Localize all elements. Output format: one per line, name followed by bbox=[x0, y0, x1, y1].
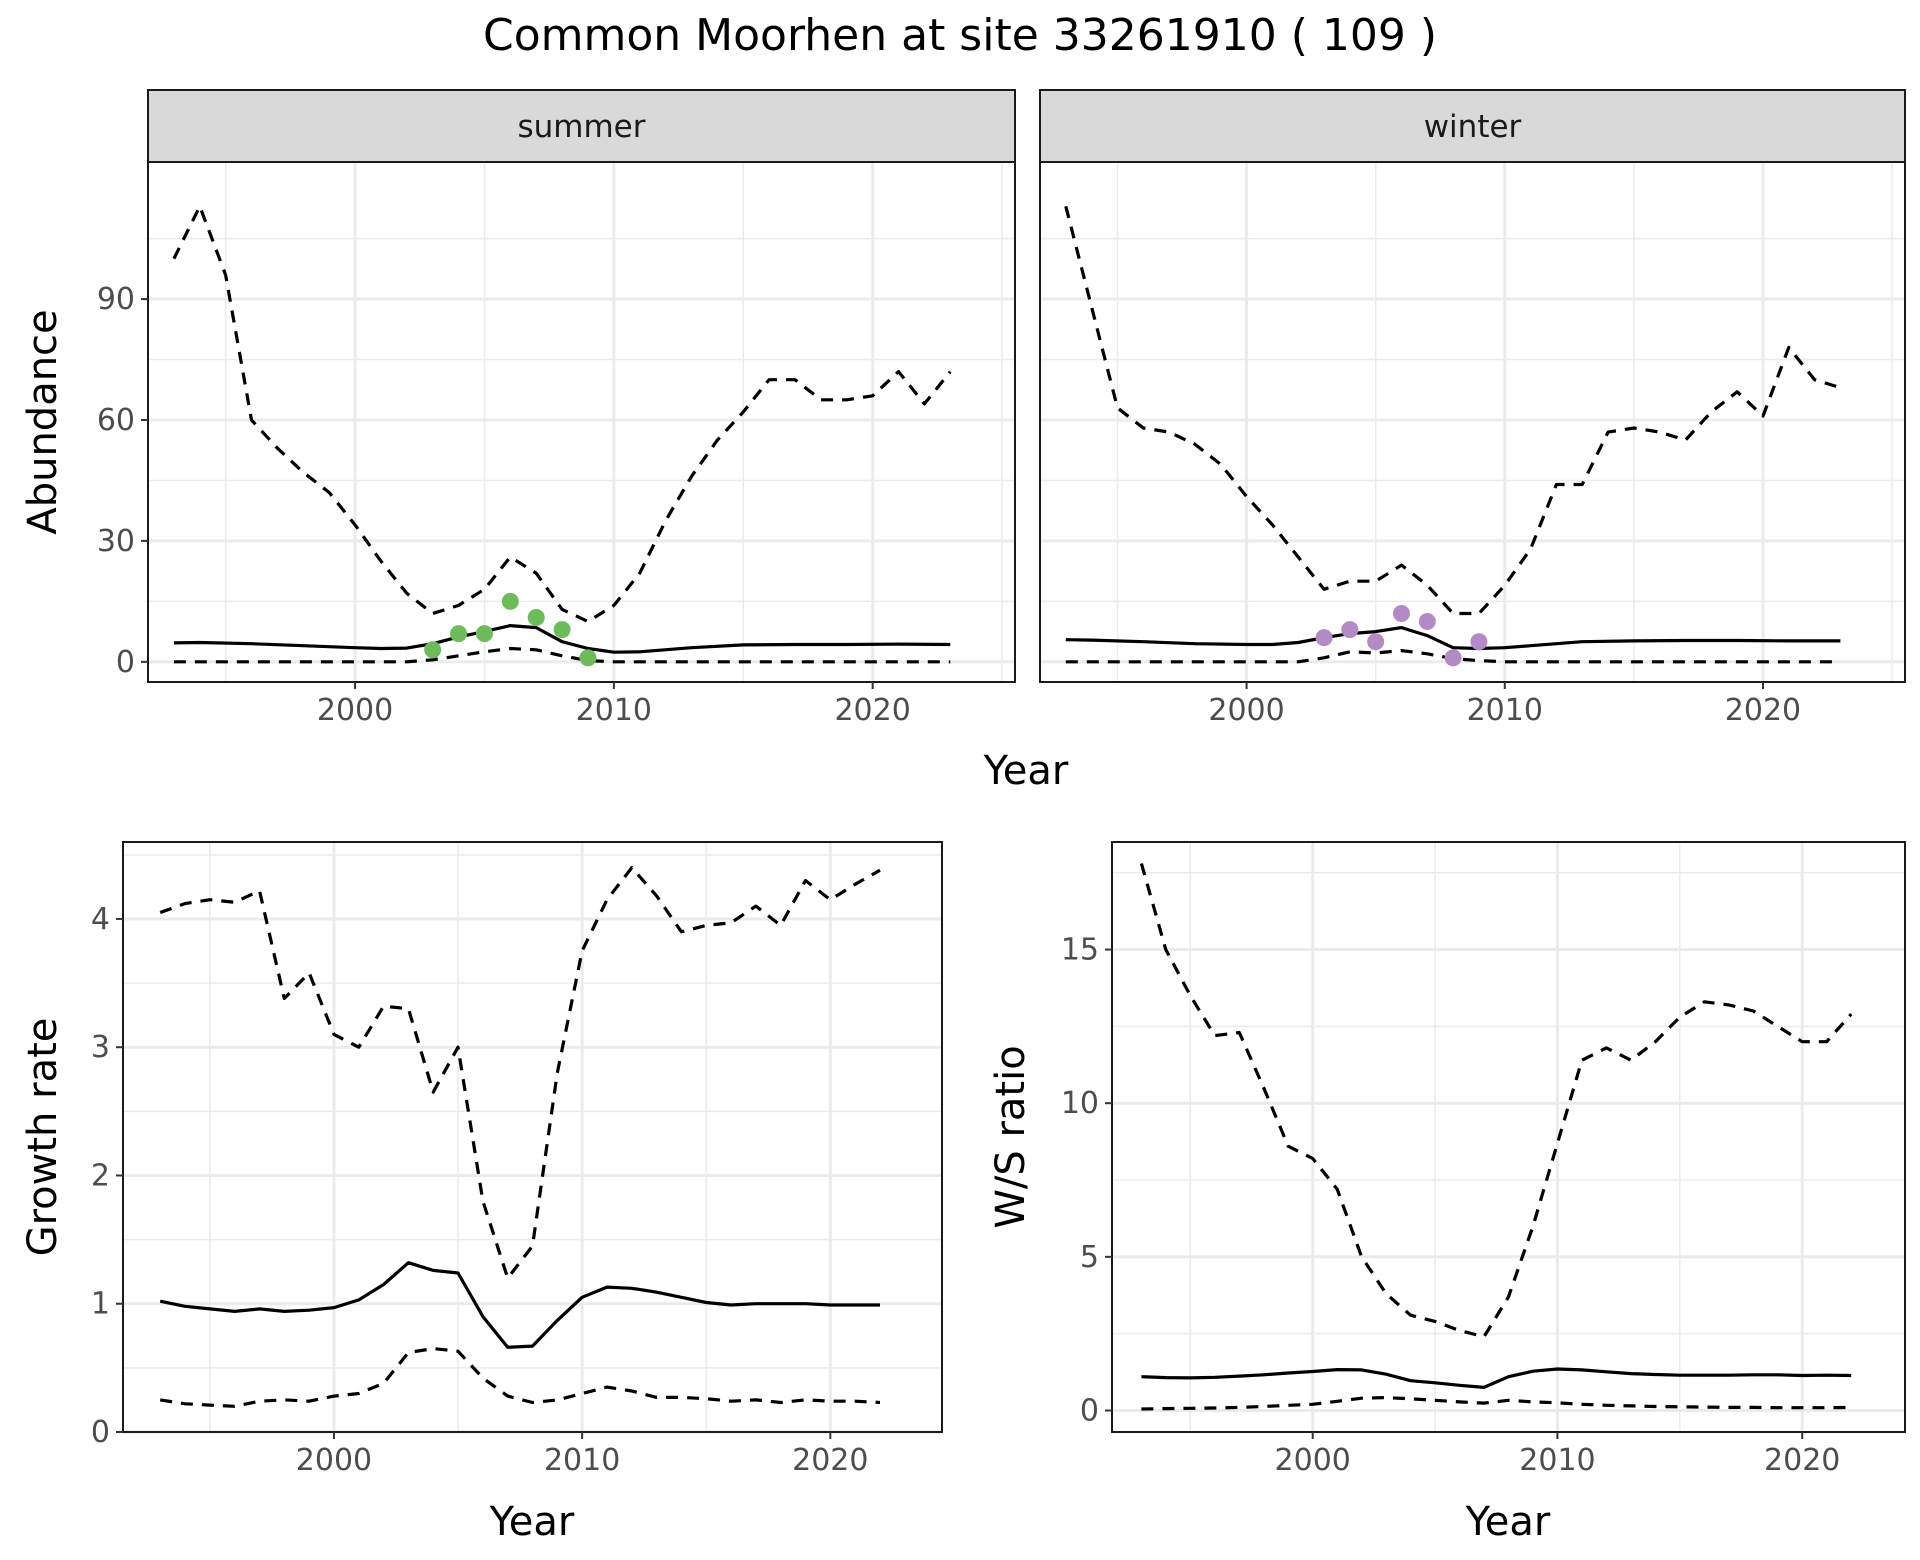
x-tick-label: 2010 bbox=[544, 1443, 620, 1478]
series-line-estimate bbox=[1141, 1367, 1852, 1390]
ws-ratio-panel: 2000 2010 2020 0 5 10 15 bbox=[1061, 841, 1906, 1478]
x-tick-label: 2020 bbox=[1725, 693, 1801, 728]
y-tick-label: 3 bbox=[91, 1030, 110, 1065]
x-tick-label: 2010 bbox=[1467, 693, 1543, 728]
panel-border bbox=[1111, 841, 1906, 1433]
x-tick-label: 2020 bbox=[834, 693, 910, 728]
series-line-lower bbox=[1141, 1395, 1852, 1411]
y-tick-label: 5 bbox=[1080, 1240, 1099, 1275]
y-tick-label: 30 bbox=[97, 524, 135, 559]
data-point bbox=[527, 609, 545, 627]
y-tick-label: 90 bbox=[97, 282, 135, 317]
x-tick-label: 2010 bbox=[576, 693, 652, 728]
y-tick-label: 4 bbox=[91, 902, 110, 937]
data-point bbox=[579, 649, 597, 667]
x-tick-label: 2020 bbox=[792, 1443, 868, 1478]
chart-title: Common Moorhen at site 33261910 ( 109 ) bbox=[483, 10, 1437, 61]
y-axis-title: Growth rate bbox=[20, 1018, 66, 1257]
x-tick-label: 2010 bbox=[1519, 1443, 1595, 1478]
series-line-upper bbox=[1064, 205, 1841, 616]
x-tick-label: 2000 bbox=[1275, 1443, 1351, 1478]
series-line-upper bbox=[172, 204, 952, 624]
series-line-estimate bbox=[159, 1261, 880, 1349]
x-axis-title: Year bbox=[983, 748, 1069, 794]
panel-border bbox=[147, 161, 1016, 683]
panel-border bbox=[122, 841, 943, 1433]
series-line-lower bbox=[173, 646, 951, 664]
y-tick-label: 2 bbox=[91, 1158, 110, 1193]
x-axis-title: Year bbox=[489, 1499, 575, 1545]
data-point bbox=[450, 625, 468, 643]
y-tick-label: 10 bbox=[1061, 1086, 1099, 1121]
y-axis-title: W/S ratio bbox=[988, 1045, 1034, 1228]
y-tick-label: 0 bbox=[91, 1415, 110, 1450]
x-tick-label: 2000 bbox=[296, 1443, 372, 1478]
growth-rate-panel: 2000 2010 2020 0 1 2 3 4 bbox=[91, 841, 943, 1478]
gridlines bbox=[1040, 162, 1905, 682]
series-line-estimate bbox=[173, 623, 951, 654]
data-point bbox=[1392, 604, 1410, 622]
data-point bbox=[475, 625, 493, 643]
data-point bbox=[1444, 649, 1462, 667]
data-point bbox=[1418, 613, 1436, 631]
y-axis-title: Abundance bbox=[20, 309, 66, 534]
y-tick-label: 0 bbox=[1080, 1393, 1099, 1428]
gridlines bbox=[148, 162, 1015, 682]
abundance-panel-winter: 2000 2010 2020 bbox=[1039, 161, 1906, 728]
y-tick-label: 0 bbox=[116, 645, 135, 680]
series-line-upper bbox=[1139, 863, 1853, 1339]
y-tick-label: 15 bbox=[1061, 933, 1099, 968]
data-point bbox=[1341, 621, 1359, 639]
y-tick-label: 1 bbox=[91, 1287, 110, 1322]
data-point bbox=[1470, 633, 1488, 651]
data-point bbox=[501, 592, 519, 610]
series-line-lower bbox=[1065, 648, 1841, 664]
gridlines bbox=[123, 842, 942, 1434]
facet-strip-label: winter bbox=[1424, 109, 1522, 145]
y-tick-label: 60 bbox=[97, 403, 135, 438]
abundance-panel-summer: 2000 2010 2020 0 30 60 90 bbox=[97, 161, 1016, 728]
facet-strip bbox=[147, 89, 1016, 163]
gridlines bbox=[1112, 842, 1905, 1432]
series-line-upper bbox=[159, 866, 881, 1280]
series-line-estimate bbox=[1065, 625, 1841, 651]
data-point bbox=[1315, 629, 1333, 647]
facet-strip-label: summer bbox=[517, 109, 645, 145]
x-tick-label: 2020 bbox=[1764, 1443, 1840, 1478]
series-line-lower bbox=[159, 1346, 881, 1408]
data-point bbox=[553, 621, 571, 639]
panel-border bbox=[1039, 161, 1906, 683]
x-axis-title: Year bbox=[1465, 1499, 1551, 1545]
x-tick-label: 2000 bbox=[317, 693, 393, 728]
data-point bbox=[424, 641, 442, 659]
data-point bbox=[1367, 633, 1385, 651]
x-tick-label: 2000 bbox=[1208, 693, 1284, 728]
facet-strip bbox=[1039, 89, 1906, 163]
